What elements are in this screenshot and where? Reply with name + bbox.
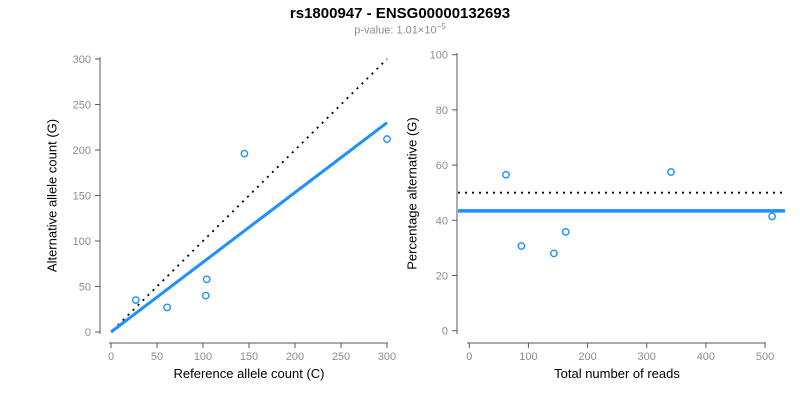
y-tick-label: 100 xyxy=(430,50,448,62)
x-tick-label: 200 xyxy=(578,351,596,363)
data-point xyxy=(502,170,510,179)
data-point xyxy=(667,168,675,176)
data-point xyxy=(163,303,172,312)
x-tick-label: 0 xyxy=(466,351,472,363)
y-tick-label: 250 xyxy=(73,100,91,112)
data-point xyxy=(201,291,210,300)
pvalue-times-sign: × xyxy=(417,24,425,37)
data-point xyxy=(768,212,777,221)
data-point xyxy=(561,227,570,236)
right-xaxis-label: Total number of reads xyxy=(554,366,680,381)
y-tick-label: 200 xyxy=(73,145,91,157)
y-tick-label: 50 xyxy=(79,282,91,294)
x-tick-label: 100 xyxy=(194,351,212,363)
y-tick-label: 20 xyxy=(436,271,448,283)
data-point xyxy=(131,296,140,305)
x-tick-label: 0 xyxy=(108,351,114,363)
y-tick-label: 80 xyxy=(436,105,448,117)
y-tick-label: 0 xyxy=(85,327,91,339)
y-tick-label: 300 xyxy=(73,54,91,66)
pvalue-mantissa: 1.01 xyxy=(396,24,418,37)
x-tick-label: 500 xyxy=(756,351,774,363)
y-tick-label: 40 xyxy=(436,215,448,227)
y-tick-label: 60 xyxy=(436,160,448,172)
x-tick-label: 250 xyxy=(332,351,350,363)
pvalue-base: 10 xyxy=(424,24,437,37)
left-yaxis-label: Alternative allele count (G) xyxy=(44,118,60,273)
data-point xyxy=(240,149,249,158)
x-tick-label: 150 xyxy=(240,351,258,363)
left-xaxis-label: Reference allele count (C) xyxy=(173,366,325,381)
data-point xyxy=(202,275,211,284)
x-tick-label: 300 xyxy=(638,351,656,363)
right-yaxis-label: Percentage alternative (G) xyxy=(404,117,420,270)
x-tick-label: 300 xyxy=(378,351,396,363)
right-scatter-plot: 0 100 200 300 400 500 0 20 40 60 80 100 xyxy=(430,50,785,363)
x-tick-label: 50 xyxy=(151,351,163,363)
y-tick-label: 0 xyxy=(442,326,448,338)
identity-line xyxy=(112,58,388,331)
x-tick-label: 400 xyxy=(697,351,715,363)
x-tick-label: 200 xyxy=(286,351,304,363)
pvalue-label: p-value: xyxy=(354,24,397,37)
fit-line xyxy=(110,121,388,334)
data-point xyxy=(383,135,391,143)
figure-title: rs1800947 - ENSG00000132693 xyxy=(289,5,511,22)
x-tick-label: 100 xyxy=(519,351,537,363)
data-point xyxy=(549,249,558,258)
pvalue-exponent: −5 xyxy=(436,22,446,31)
left-scatter-plot: 0 50 100 150 200 250 300 0 50 100 150 200 250 300 xyxy=(73,54,397,363)
data-point xyxy=(517,242,526,250)
y-tick-label: 150 xyxy=(73,191,91,203)
pvalue-subtitle: p-value: 1.01×10−5 xyxy=(0,22,800,37)
y-tick-label: 100 xyxy=(73,236,91,248)
